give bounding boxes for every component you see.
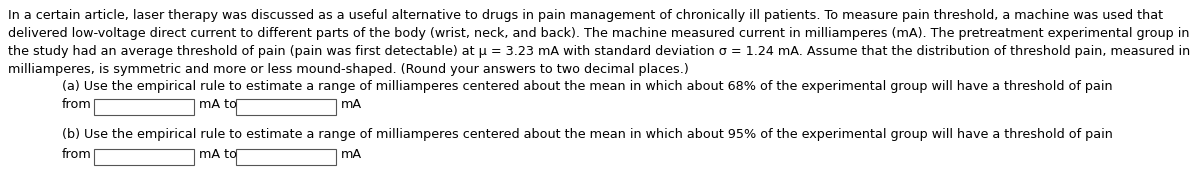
Text: mA to: mA to [199,98,238,111]
Text: (b) Use the empirical rule to estimate a range of milliamperes centered about th: (b) Use the empirical rule to estimate a… [62,128,1112,141]
Text: delivered low-voltage direct current to different parts of the body (wrist, neck: delivered low-voltage direct current to … [8,27,1189,40]
Text: (a) Use the empirical rule to estimate a range of milliamperes centered about th: (a) Use the empirical rule to estimate a… [62,80,1112,93]
Text: mA to: mA to [199,148,238,161]
Text: the study had an average threshold of pain (pain was first detectable) at μ = 3.: the study had an average threshold of pa… [8,45,1190,58]
Text: from: from [62,148,91,161]
Text: mA: mA [341,98,362,111]
Text: milliamperes, is symmetric and more or less mound-shaped. (Round your answers to: milliamperes, is symmetric and more or l… [8,63,689,76]
Text: In a certain article, laser therapy was discussed as a useful alternative to dru: In a certain article, laser therapy was … [8,9,1163,22]
Text: from: from [62,98,91,111]
Text: mA: mA [341,148,362,161]
